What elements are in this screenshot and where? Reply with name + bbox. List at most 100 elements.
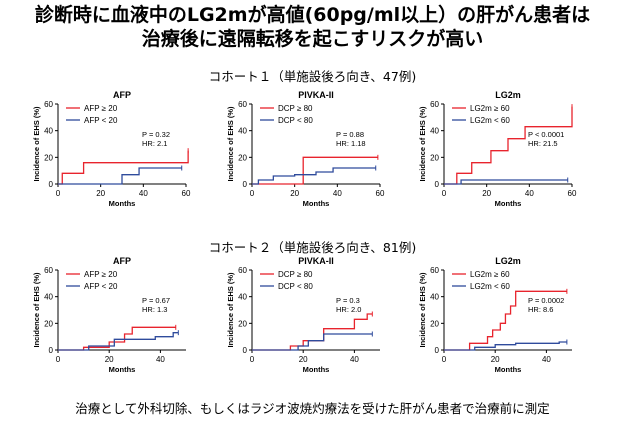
hazard-ratio: HR: 2.0 (336, 305, 361, 314)
y-tick-label: 20 (430, 319, 439, 328)
y-tick-label: 40 (44, 293, 53, 302)
x-tick-label: 0 (56, 189, 61, 198)
legend-label: AFP ≥ 20 (84, 270, 118, 279)
y-tick-label: 0 (435, 346, 440, 355)
y-tick-label: 60 (430, 100, 439, 109)
cohort-2-label: コホート２（単施設後ろ向き、81例) (208, 240, 417, 255)
series-line-high (58, 326, 176, 351)
series-line-low (252, 167, 376, 185)
y-tick-label: 60 (44, 100, 53, 109)
x-tick-label: 0 (250, 189, 255, 198)
chart-title: PIVKA-II (298, 256, 334, 266)
legend-label: AFP < 20 (84, 116, 118, 125)
legend-label: LG2m < 60 (470, 282, 510, 291)
legend-label: DCP ≥ 80 (278, 104, 313, 113)
y-tick-label: 20 (430, 153, 439, 162)
x-tick-label: 0 (442, 189, 447, 198)
y-axis-label: Incidence of EHS (%) (226, 272, 235, 348)
x-axis-label: Months (495, 199, 522, 208)
series-line-high (444, 290, 567, 351)
legend-label: DCP ≥ 80 (278, 270, 313, 279)
chart-title: AFP (113, 256, 131, 266)
y-axis-label: Incidence of EHS (%) (32, 272, 41, 348)
series-line-low (252, 333, 373, 351)
headline-line-2: 治療後に遠隔転移を起こすリスクが高い (141, 28, 484, 50)
y-tick-label: 40 (430, 293, 439, 302)
x-tick-label: 0 (56, 355, 61, 364)
y-tick-label: 0 (435, 180, 440, 189)
x-axis-label: Months (495, 365, 522, 374)
x-tick-label: 20 (482, 189, 491, 198)
series-line-low (58, 332, 179, 351)
hazard-ratio: HR: 1.3 (142, 305, 167, 314)
y-tick-label: 0 (49, 180, 54, 189)
series-line-low (58, 167, 182, 185)
x-axis-label: Months (303, 199, 330, 208)
y-axis-label: Incidence of EHS (%) (418, 272, 427, 348)
hazard-ratio: HR: 8.6 (528, 305, 553, 314)
y-tick-label: 60 (238, 100, 247, 109)
y-axis-label: Incidence of EHS (%) (32, 106, 41, 182)
p-value: P < 0.0001 (528, 130, 564, 139)
y-tick-label: 0 (243, 346, 248, 355)
x-tick-label: 0 (250, 355, 255, 364)
x-tick-label: 40 (525, 189, 534, 198)
y-tick-label: 20 (44, 319, 53, 328)
y-axis-label: Incidence of EHS (%) (418, 106, 427, 182)
y-tick-label: 60 (430, 266, 439, 275)
series-line-low (444, 341, 567, 351)
x-axis-label: Months (109, 365, 136, 374)
cohort-1-label: コホート１（単施設後ろ向き、47例) (208, 69, 417, 84)
footnote: 治療として外科切除、もしくはラジオ波焼灼療法を受けた肝がん患者で治療前に測定 (75, 401, 550, 416)
y-tick-label: 40 (238, 293, 247, 302)
y-tick-label: 20 (238, 319, 247, 328)
y-tick-label: 40 (44, 127, 53, 136)
y-tick-label: 0 (243, 180, 248, 189)
p-value: P = 0.88 (336, 130, 364, 139)
legend-label: DCP < 80 (278, 116, 313, 125)
series-line-high (252, 156, 378, 185)
hazard-ratio: HR: 21.5 (528, 139, 558, 148)
x-tick-label: 40 (333, 189, 342, 198)
y-tick-label: 0 (49, 346, 54, 355)
x-tick-label: 40 (350, 355, 359, 364)
x-tick-label: 20 (491, 355, 500, 364)
legend-label: LG2m ≥ 60 (470, 270, 510, 279)
hazard-ratio: HR: 2.1 (142, 139, 167, 148)
hazard-ratio: HR: 1.18 (336, 139, 366, 148)
x-tick-label: 20 (299, 355, 308, 364)
legend-label: DCP < 80 (278, 282, 313, 291)
y-tick-label: 40 (430, 127, 439, 136)
x-tick-label: 20 (290, 189, 299, 198)
chart-cohort1-pivka: PIVKA-II 0 20 40 60 0 20 40 60 Months Incidence of… (226, 90, 385, 208)
x-tick-label: 60 (182, 189, 191, 198)
legend-label: LG2m < 60 (470, 116, 510, 125)
x-tick-label: 60 (376, 189, 385, 198)
y-tick-label: 20 (44, 153, 53, 162)
x-axis-label: Months (109, 199, 136, 208)
series-line-high (58, 150, 189, 185)
y-tick-label: 60 (238, 266, 247, 275)
headline-line-1: 診断時に血液中のLG2mが高値(60pg/ml以上）の肝がん患者は (34, 4, 591, 26)
y-tick-label: 20 (238, 153, 247, 162)
p-value: P = 0.67 (142, 296, 170, 305)
x-tick-label: 60 (568, 189, 577, 198)
x-tick-label: 0 (442, 355, 447, 364)
x-axis-label: Months (303, 365, 330, 374)
x-tick-label: 40 (139, 189, 148, 198)
y-axis-label: Incidence of EHS (%) (226, 106, 235, 182)
p-value: P = 0.3 (336, 296, 360, 305)
chart-title: LG2m (495, 256, 521, 266)
chart-cohort2-afp: AFP 0 20 40 60 0 20 40 Months Incidence of EHS (%… (32, 256, 186, 374)
x-tick-label: 40 (156, 355, 165, 364)
y-tick-label: 60 (44, 266, 53, 275)
x-tick-label: 20 (105, 355, 114, 364)
legend-label: AFP ≥ 20 (84, 104, 118, 113)
p-value: P = 0.0002 (528, 296, 564, 305)
chart-title: AFP (113, 90, 131, 100)
chart-cohort2-lg2m: LG2m 0 20 40 60 0 20 40 Months Incidence of EHS (… (418, 256, 572, 374)
legend-label: AFP < 20 (84, 282, 118, 291)
chart-cohort1-lg2m: LG2m 0 20 40 60 0 20 40 60 Months Incidence of EHS… (418, 90, 577, 208)
series-line-high (252, 313, 373, 351)
chart-title: LG2m (495, 90, 521, 100)
